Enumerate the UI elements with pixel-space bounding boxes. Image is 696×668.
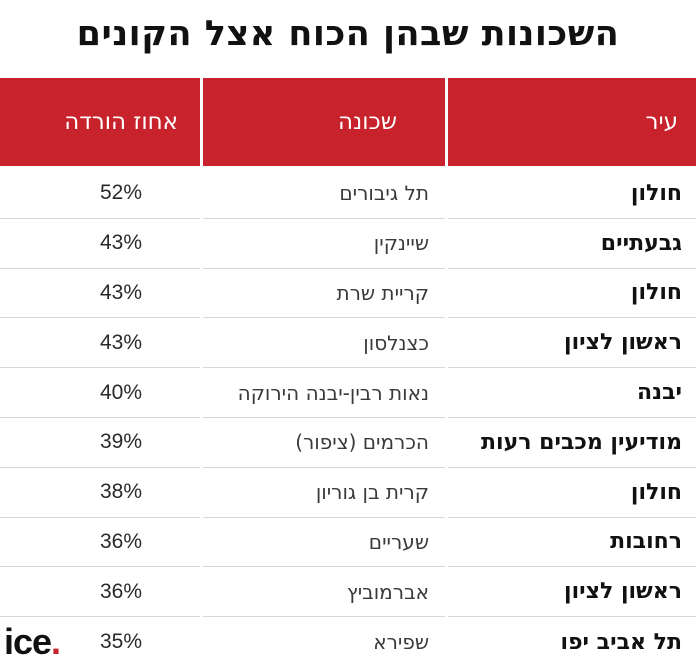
table-row: ראשון לציון אברמוביץ 36% — [0, 567, 696, 618]
neighborhood-cell: כצנלסון — [203, 318, 445, 369]
column-header-city: עיר — [448, 78, 696, 166]
ice-logo: ice. — [4, 621, 61, 662]
discount-cell: 35% — [99, 630, 142, 654]
discount-cell: 52% — [0, 169, 200, 219]
discount-cell: 43% — [0, 269, 200, 319]
city-cell: רחובות — [448, 518, 696, 568]
table-row: רחובות שעריים 36% — [0, 518, 696, 568]
discount-cell: 43% — [0, 318, 200, 369]
neighborhood-cell: שעריים — [203, 518, 445, 568]
city-cell: חולון — [448, 468, 696, 518]
table-row: חולון קריית שרת 43% — [0, 269, 696, 319]
discount-cell: 36% — [0, 518, 200, 568]
discount-cell: 43% — [0, 219, 200, 269]
discount-cell: 39% — [0, 418, 200, 468]
column-header-neighborhood: שכונה — [203, 78, 445, 166]
discount-cell: 38% — [0, 468, 200, 518]
city-cell: גבעתיים — [448, 219, 696, 269]
discount-cell: 40% — [0, 368, 200, 418]
logo-dot: . — [51, 621, 61, 662]
table-row: ראשון לציון כצנלסון 43% — [0, 318, 696, 369]
table-row: יבנה נאות רבין-יבנה הירוקה 40% — [0, 368, 696, 418]
logo-text: ice — [4, 621, 52, 662]
table-header: עיר שכונה אחוז הורדה — [0, 78, 696, 166]
neighborhood-cell: נאות רבין-יבנה הירוקה — [203, 368, 445, 418]
city-cell: יבנה — [448, 368, 696, 418]
city-cell: ראשון לציון — [448, 567, 696, 618]
neighborhood-cell: תל גיבורים — [203, 169, 445, 219]
column-header-discount: אחוז הורדה — [0, 78, 200, 166]
neighborhood-cell: אברמוביץ — [203, 567, 445, 618]
table-row: חולון קרית בן גוריון 38% — [0, 468, 696, 518]
neighborhood-cell: שיינקין — [203, 219, 445, 269]
page-title: השכונות שבהן הכוח אצל הקונים — [76, 14, 620, 54]
table-row: תל אביב יפו שפירא 35% — [0, 617, 696, 667]
neighborhood-cell: הכרמים (ציפור) — [203, 418, 445, 468]
data-table: עיר שכונה אחוז הורדה חולון תל גיבורים 52% ג… — [0, 78, 696, 667]
table-row: גבעתיים שיינקין 43% — [0, 219, 696, 269]
table-row: מודיעין מכבים רעות הכרמים (ציפור) 39% — [0, 418, 696, 468]
neighborhood-cell: שפירא — [373, 630, 429, 655]
discount-cell: 36% — [0, 567, 200, 618]
table-row: חולון תל גיבורים 52% — [0, 169, 696, 219]
neighborhood-cell: קריית שרת — [203, 269, 445, 319]
table-body: חולון תל גיבורים 52% גבעתיים שיינקין 43% חולון… — [0, 169, 696, 667]
neighborhood-cell: קרית בן גוריון — [203, 468, 445, 518]
city-cell: חולון — [448, 169, 696, 219]
city-cell: חולון — [448, 269, 696, 319]
city-cell: ראשון לציון — [448, 318, 696, 369]
city-cell: מודיעין מכבים רעות — [448, 418, 696, 468]
city-cell: תל אביב יפו — [560, 629, 682, 655]
